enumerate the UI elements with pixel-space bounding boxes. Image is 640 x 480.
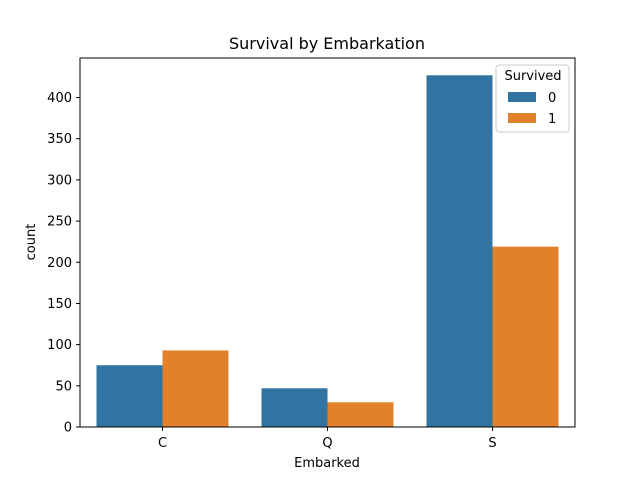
x-axis-label: Embarked <box>294 456 360 471</box>
y-axis: 0 50 100 150 200 250 300 350 400 <box>47 91 80 436</box>
y-tick-label-50: 50 <box>55 379 72 394</box>
legend-label-0: 0 <box>548 91 556 106</box>
bar-C-survived-1 <box>162 350 229 427</box>
x-tick-label-S: S <box>488 436 496 451</box>
y-tick-label-400: 400 <box>47 91 72 106</box>
bar-Q-survived-0 <box>261 388 328 427</box>
y-axis-label: count <box>24 224 39 261</box>
y-tick-label-200: 200 <box>47 256 72 271</box>
y-tick-label-150: 150 <box>47 297 72 312</box>
y-tick-label-0: 0 <box>64 421 72 436</box>
legend-swatch-0 <box>508 92 536 102</box>
x-tick-label-C: C <box>158 436 167 451</box>
bar-S-survived-1 <box>492 246 559 427</box>
legend-title: Survived <box>504 69 561 84</box>
y-tick-label-100: 100 <box>47 338 72 353</box>
y-tick-label-350: 350 <box>47 132 72 147</box>
bar-Q-survived-1 <box>327 402 394 427</box>
legend-swatch-1 <box>508 113 536 123</box>
y-tick-label-250: 250 <box>47 215 72 230</box>
legend-label-1: 1 <box>548 112 556 127</box>
bar-S-survived-0 <box>426 75 493 428</box>
bars-group <box>96 75 559 428</box>
legend: Survived 0 1 <box>495 64 570 133</box>
x-tick-label-Q: Q <box>322 436 332 451</box>
chart-title: Survival by Embarkation <box>229 34 425 53</box>
y-tick-label-300: 300 <box>47 173 72 188</box>
bar-C-survived-0 <box>96 365 163 427</box>
plot-frame <box>79 57 576 428</box>
